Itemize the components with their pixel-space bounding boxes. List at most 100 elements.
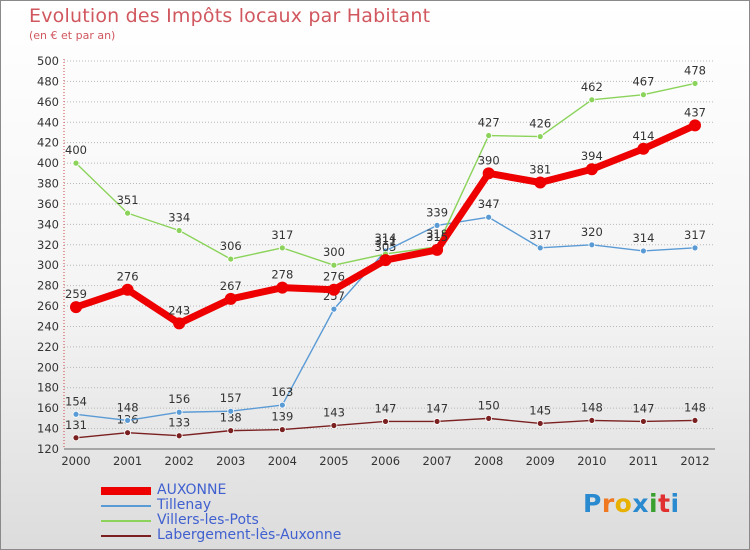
legend-swatch [101,534,151,537]
y-tick-label: 460 [37,95,59,109]
data-point [278,426,286,434]
data-label: 414 [632,129,654,143]
data-label: 150 [478,398,500,412]
data-label: 462 [581,80,603,94]
y-tick-label: 340 [37,217,59,231]
data-point [175,432,183,440]
data-label: 154 [65,394,87,408]
x-tick-label: 2010 [577,454,606,468]
x-tick-label: 2006 [371,454,400,468]
data-label: 315 [426,230,448,244]
logo-letter: o [614,489,633,518]
chart-title: Evolution des Impôts locaux par Habitant [29,5,431,27]
data-point [534,176,547,189]
x-tick-label: 2002 [165,454,194,468]
data-label: 394 [581,149,603,163]
data-point [588,96,596,104]
data-point [124,209,131,217]
data-point [640,247,647,255]
x-tick-label: 2004 [268,454,297,468]
data-point [278,401,286,409]
x-tick-label: 2008 [474,454,503,468]
data-label: 157 [220,391,242,405]
data-point [124,417,131,424]
legend-swatch [101,519,151,522]
data-point [72,434,80,442]
data-label: 147 [632,401,654,415]
data-point [72,410,80,418]
data-label: 278 [271,268,293,282]
data-label: 148 [684,400,706,414]
data-label: 351 [117,193,139,207]
data-label: 467 [632,75,654,89]
data-label: 267 [220,279,242,293]
data-point [485,414,493,422]
data-point [379,254,392,267]
data-label: 317 [529,228,551,242]
legend-swatch [101,504,151,507]
data-point [382,418,389,425]
data-point [588,417,596,424]
data-label: 305 [375,240,397,254]
y-tick-label: 200 [37,360,59,374]
data-label: 148 [581,400,603,414]
logo-letter: x [632,489,649,518]
legend-label: Labergement-lès-Auxonne [157,527,342,543]
data-label: 147 [375,401,397,415]
data-label: 145 [529,403,551,417]
data-point [121,283,134,296]
data-label: 139 [271,410,293,424]
data-point [689,119,701,132]
data-point [224,292,237,305]
data-point [485,132,493,139]
data-label: 339 [426,205,448,219]
data-point [640,91,647,99]
y-tick-label: 480 [37,74,59,88]
x-tick-label: 2012 [680,454,709,468]
y-tick-label: 160 [37,401,59,415]
x-tick-label: 2011 [629,454,658,468]
data-point [227,255,235,263]
data-label: 347 [478,197,500,211]
data-point [327,283,340,296]
data-point [485,213,493,221]
x-tick-label: 2009 [526,454,555,468]
y-tick-label: 240 [37,319,59,333]
data-point [691,244,699,252]
y-tick-label: 120 [37,442,59,456]
y-tick-label: 400 [37,156,59,170]
data-label: 317 [271,228,293,242]
data-label: 276 [323,270,345,284]
data-label: 147 [426,401,448,415]
y-tick-label: 380 [37,177,59,191]
x-tick-label: 2003 [216,454,245,468]
legend-label: AUXONNE [157,482,227,498]
data-point [330,305,338,313]
data-point [691,80,699,87]
y-tick-label: 440 [37,115,59,129]
data-label: 400 [65,143,87,157]
logo-letter: r [601,489,615,518]
data-point [640,418,647,425]
y-tick-label: 320 [37,238,59,252]
data-point [433,221,441,229]
data-point [175,408,183,416]
data-point [227,427,235,435]
data-point [124,429,131,437]
logo-letter: t [658,489,671,518]
data-label: 381 [529,163,551,177]
legend-label: Villers-les-Pots [157,512,259,528]
logo-letter: P [583,489,602,518]
x-tick-label: 2005 [319,454,348,468]
data-label: 131 [65,418,87,432]
data-point [278,244,286,252]
data-point [173,317,186,330]
data-point [585,163,598,176]
y-tick-label: 300 [37,258,59,272]
data-label: 148 [117,400,139,414]
data-label: 306 [220,239,242,253]
data-label: 138 [220,411,242,425]
data-point [276,281,289,294]
